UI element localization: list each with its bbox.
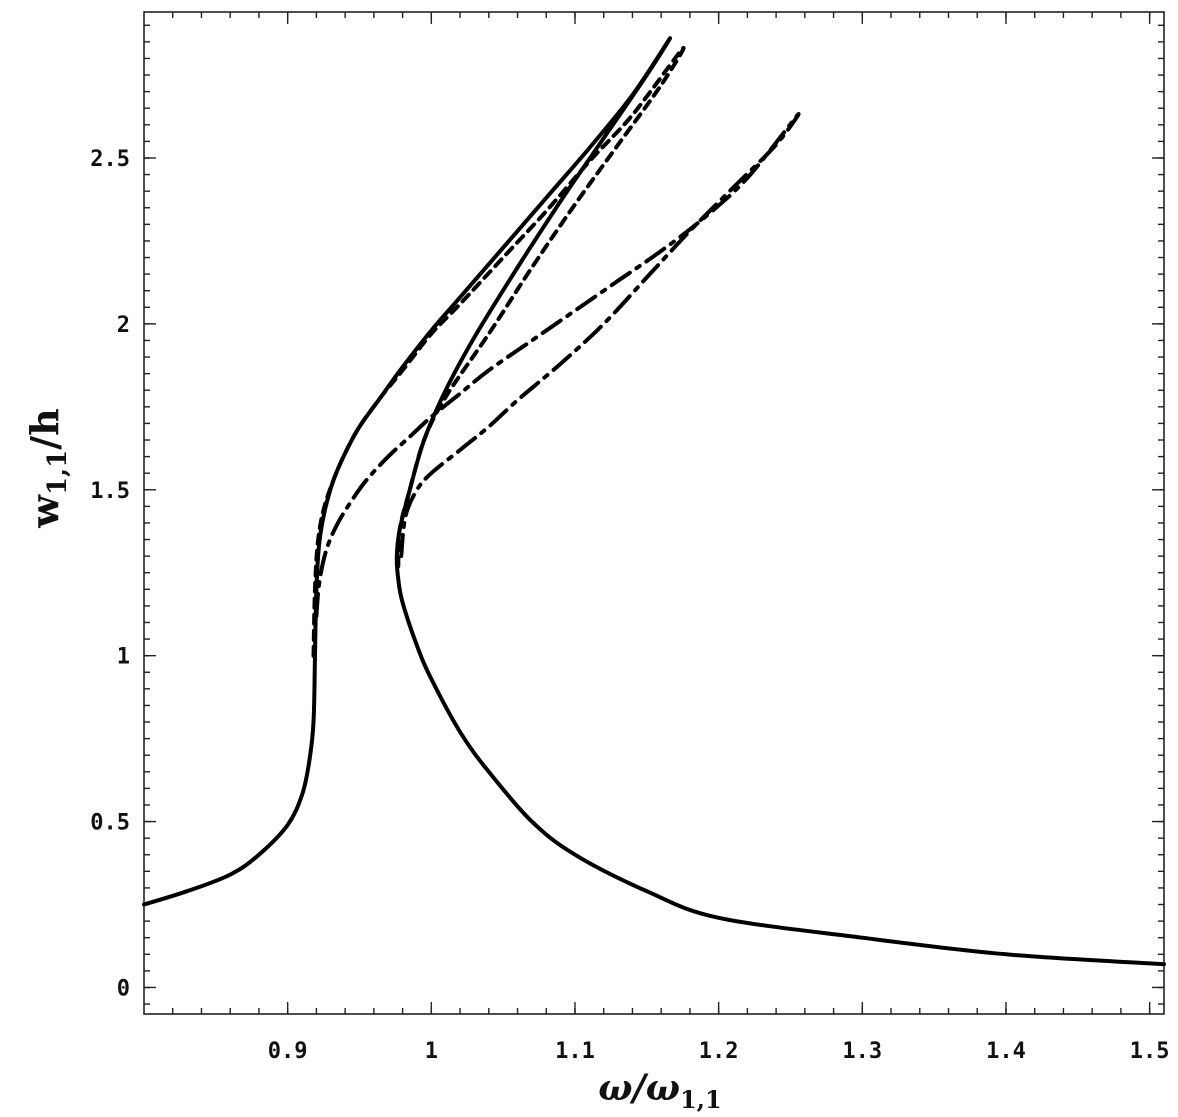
x-axis-title: ω/ω1,1: [598, 1067, 721, 1114]
minor-ticks: [144, 12, 1164, 1014]
y-axis-title-main: w: [22, 494, 67, 529]
y-axis: 0 0.5 1 1.5 2 2.5: [90, 147, 1164, 1001]
y-tick-label: 0: [117, 976, 130, 1001]
x-tick-label: 1.5: [1130, 1039, 1170, 1064]
series-group: [142, 36, 1166, 967]
x-tick-label: 1.3: [842, 1039, 882, 1064]
x-axis-title-main: ω/ω: [598, 1067, 680, 1109]
x-tick-label: 1: [425, 1039, 438, 1064]
x-tick-label: 1.1: [555, 1039, 595, 1064]
x-tick-label: 1.4: [986, 1039, 1026, 1064]
y-tick-label: 0.5: [90, 811, 130, 836]
y-tick-label: 2.5: [90, 147, 130, 172]
x-axis: 0.9 1 1.1 1.2 1.3 1.4 1.5: [268, 12, 1170, 1064]
plot-frame: [143, 11, 1165, 1015]
x-tick-label: 0.9: [268, 1039, 308, 1064]
x-tick-label: 1.2: [699, 1039, 739, 1064]
x-axis-title-subscript: 1,1: [680, 1085, 722, 1114]
series-line-solid: [142, 36, 1166, 967]
y-tick-label: 1.5: [90, 479, 130, 504]
y-axis-title-suffix: /h: [22, 408, 67, 450]
y-axis-title: w1,1/h: [22, 408, 73, 528]
series-line-dash-dot: [314, 112, 801, 618]
y-axis-title-subscript: 1,1: [43, 450, 73, 495]
y-tick-label: 1: [117, 645, 130, 670]
y-tick-label: 2: [117, 313, 130, 338]
series-line-dashed: [311, 45, 686, 658]
